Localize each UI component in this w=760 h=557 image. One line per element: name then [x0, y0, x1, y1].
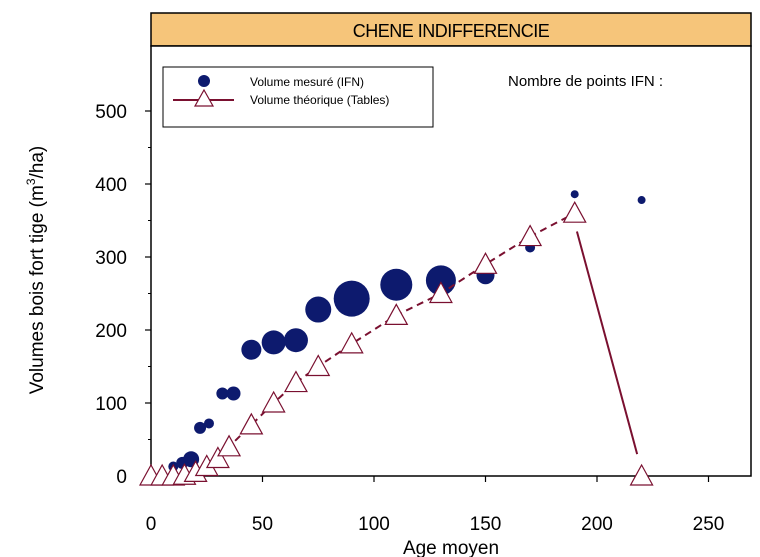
title-banner: [150, 12, 752, 47]
measured-point: [333, 280, 370, 317]
theory-point: [339, 331, 364, 354]
y-axis-title-end: /ha): [27, 146, 48, 179]
measured-point: [194, 421, 207, 434]
y-tick-label: 500: [95, 102, 127, 123]
y-tick-label: 400: [95, 175, 127, 196]
theory-point: [217, 434, 242, 457]
legend: Volume mesuré (IFN) Volume théorique (Ta…: [162, 66, 434, 128]
theory-point: [562, 200, 587, 223]
axes: 0 100 200 300 400 500 0 50 100 150 200 250: [95, 102, 724, 535]
measured-point: [305, 296, 332, 323]
measured-point: [203, 418, 214, 429]
theoretical-series: [138, 200, 654, 486]
theory-point: [283, 370, 308, 393]
x-tick-label: 100: [358, 514, 390, 535]
legend-measured-marker: [198, 75, 210, 87]
theory-point: [384, 303, 409, 325]
theory-point: [306, 354, 331, 377]
y-axis-title-main: Volumes bois fort tige (m: [27, 185, 48, 394]
y-tick-label: 100: [95, 394, 127, 415]
chart-title: CHENE INDIFFERENCIE: [353, 21, 550, 41]
theory-line: [151, 212, 576, 477]
x-tick-label: 150: [470, 514, 502, 535]
measured-point: [570, 190, 579, 199]
theory-point: [518, 224, 543, 247]
theory-point: [205, 446, 230, 469]
x-tick-label: 200: [581, 514, 613, 535]
x-tick-label: 250: [693, 514, 725, 535]
y-tick-label: 300: [95, 248, 127, 269]
ifn-points-note: Nombre de points IFN :: [508, 73, 663, 90]
theory-drop-line: [575, 231, 639, 455]
legend-theory-marker: [193, 88, 215, 107]
theory-point: [261, 390, 286, 413]
x-tick-label: 50: [252, 514, 273, 535]
measured-point: [380, 268, 413, 301]
theory-point: [629, 463, 654, 486]
y-axis-title: Volumes bois fort tige (m3/ha): [24, 146, 48, 395]
theory-point: [428, 281, 453, 304]
x-tick-label: 0: [146, 514, 157, 535]
y-tick-label: 0: [116, 467, 127, 488]
measured-point: [216, 387, 229, 400]
y-tick-label: 200: [95, 321, 127, 342]
measured-point: [283, 328, 308, 353]
x-axis-title: Age moyen: [403, 538, 499, 557]
measured-series: [168, 190, 646, 472]
y-axis-title-sup: 3: [24, 178, 38, 185]
measured-point: [226, 386, 241, 401]
theory-point: [239, 412, 264, 435]
theory-point: [473, 252, 498, 274]
measured-point: [261, 330, 286, 355]
legend-measured-label: Volume mesuré (IFN): [250, 75, 364, 89]
measured-point: [241, 339, 262, 360]
legend-theory-label: Volume théorique (Tables): [250, 93, 389, 107]
measured-point: [637, 196, 646, 205]
